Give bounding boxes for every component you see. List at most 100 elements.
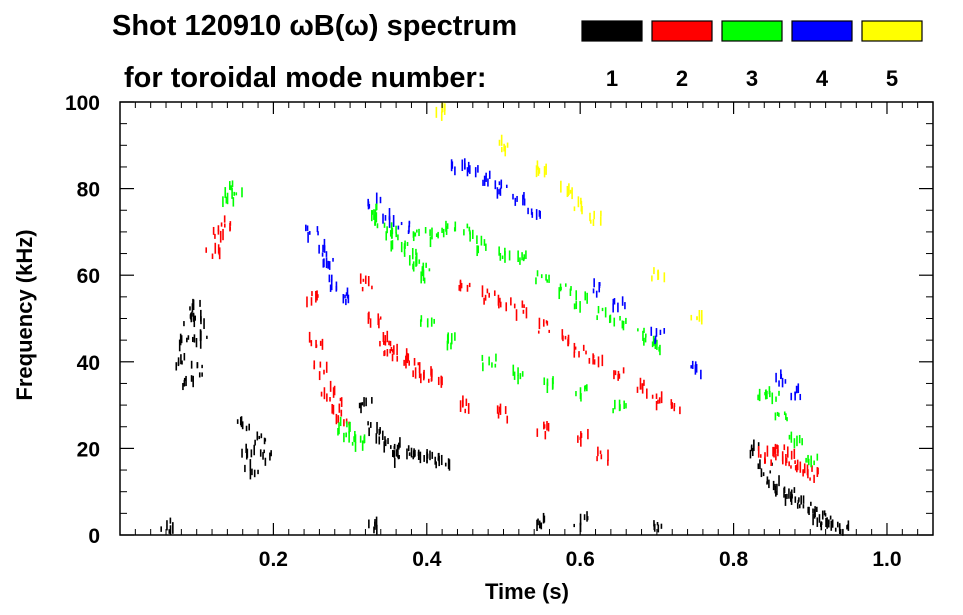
point-n3 [575,384,588,402]
point-n3 [637,327,647,346]
point-n3 [757,386,771,402]
point-n2 [459,395,470,414]
y-tick-label: 0 [88,525,100,548]
point-n2 [481,285,496,305]
point-n3 [374,212,386,229]
point-n2 [561,329,570,347]
point-n2 [757,446,772,466]
point-n2 [313,360,328,381]
point-n1 [178,333,194,352]
point-n3 [228,180,243,198]
point-n1 [368,516,378,535]
point-n2 [212,225,224,243]
point-n5 [535,160,547,178]
point-n2 [306,290,319,308]
point-n1 [254,431,267,446]
legend-label-5: 5 [886,66,898,91]
y-axis-label: Frequency (kHz) [12,229,37,400]
x-tick-label: 0.4 [412,548,442,571]
point-n2 [427,371,443,388]
point-n4 [527,207,541,220]
point-n3 [442,220,457,238]
point-n4 [318,238,328,257]
point-n4 [482,170,497,190]
legend-swatch-3 [721,20,783,42]
point-n1 [189,298,201,313]
point-n2 [773,443,786,462]
point-n4 [342,287,350,306]
axis-ticks: 0.2 0.4 0.6 0.8 1.0 0 20 40 60 80 100 [65,92,933,571]
legend-swatch-1 [581,20,643,42]
plot-frame [119,101,934,536]
point-n3 [481,353,497,372]
legend-label-4: 4 [816,66,829,91]
point-n1 [435,454,451,471]
point-n2 [383,340,395,357]
point-n1 [190,360,203,378]
legend-swatch-2 [651,20,713,42]
point-n3 [337,416,351,436]
point-n1 [423,449,431,464]
point-n4 [322,257,334,270]
point-n2 [497,294,512,312]
point-n5 [573,196,583,215]
point-n3 [385,222,397,241]
legend-swatch-4 [791,20,853,42]
point-n4 [450,158,466,176]
point-n3 [412,227,427,242]
point-n3 [517,250,527,265]
point-n3 [535,270,550,285]
point-n4 [367,192,382,210]
point-n3 [419,315,435,328]
point-n1 [412,449,422,464]
point-n4 [775,369,787,388]
point-n1 [653,520,663,533]
legend-swatch-5 [861,20,923,42]
point-n1 [573,511,589,533]
point-n1 [236,416,251,432]
point-n2 [588,353,604,368]
point-n4 [397,220,411,235]
point-n2 [670,399,681,415]
point-n3 [476,235,487,257]
point-n1 [766,475,780,491]
chart-title-line1: Shot 120910 ωB(ω) spectrum [112,10,517,42]
y-tick-label: 100 [65,92,100,115]
x-tick-label: 0.8 [719,548,749,571]
point-n1 [393,449,400,468]
x-axis-label: Time (s) [485,579,569,604]
point-n3 [390,231,399,252]
point-n2 [405,352,420,369]
point-n1 [774,483,788,499]
point-n1 [182,375,194,391]
point-n1 [536,512,546,532]
point-n2 [807,465,819,483]
point-n2 [329,397,343,415]
y-tick-label: 80 [77,179,100,202]
point-n5 [589,210,602,227]
point-n2 [651,391,663,411]
point-n1 [193,329,208,349]
point-n4 [612,296,626,313]
point-n2 [596,446,609,466]
point-n4 [305,224,319,243]
data-marks [160,102,850,536]
point-n4 [512,192,526,206]
point-n3 [805,453,819,468]
x-tick-label: 1.0 [872,548,901,571]
point-n4 [328,274,338,292]
point-n5 [435,102,446,121]
point-n2 [788,460,802,473]
point-n3 [429,227,443,248]
point-n2 [577,428,589,447]
point-n4 [466,161,479,178]
legend-label-3: 3 [746,66,758,91]
point-n2 [636,377,648,399]
point-n3 [788,431,803,449]
point-n5 [690,309,703,325]
point-n3 [774,411,788,422]
y-tick-label: 20 [77,438,100,461]
point-n5 [560,180,573,200]
point-n1 [241,443,256,460]
